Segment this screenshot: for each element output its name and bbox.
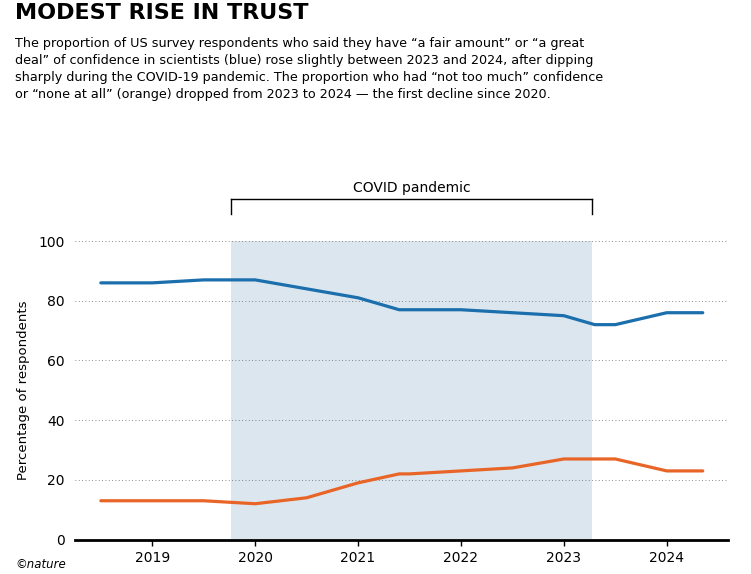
Text: COVID pandemic: COVID pandemic bbox=[353, 181, 470, 195]
Y-axis label: Percentage of respondents: Percentage of respondents bbox=[17, 301, 30, 480]
Text: The proportion of US survey respondents who said they have “a fair amount” or “a: The proportion of US survey respondents … bbox=[15, 37, 603, 101]
Text: MODEST RISE IN TRUST: MODEST RISE IN TRUST bbox=[15, 3, 309, 23]
Bar bbox=[231, 241, 592, 540]
Text: ©nature: ©nature bbox=[15, 558, 66, 571]
